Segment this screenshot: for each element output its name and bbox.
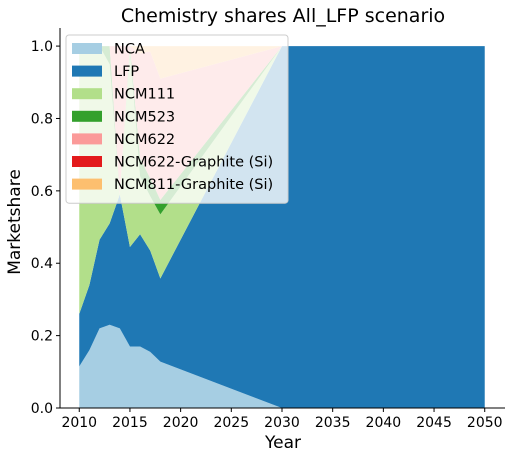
legend-label-0: NCA [114, 42, 145, 58]
legend-swatch-3 [72, 110, 102, 122]
legend-swatch-4 [72, 133, 102, 145]
x-tick-label-0: 2010 [61, 415, 97, 431]
x-tick-label-2: 2020 [163, 415, 199, 431]
x-axis-label: Year [264, 433, 301, 453]
legend-swatch-2 [72, 88, 102, 100]
y-axis-label: Marketshare [5, 169, 25, 275]
chart-title: Chemistry shares All_LFP scenario [121, 5, 445, 27]
x-tick-label-5: 2035 [315, 415, 351, 431]
legend-label-3: NCM523 [114, 109, 175, 125]
y-tick-label-4: 0.8 [31, 111, 53, 127]
x-tick-label-6: 2040 [366, 415, 402, 431]
area-series-0 [79, 324, 485, 408]
axes [59, 28, 505, 409]
legend-label-4: NCM622 [114, 132, 175, 148]
y-tick-label-1: 0.2 [31, 329, 53, 345]
legend-label-2: NCM111 [114, 87, 175, 103]
legend-box [65, 34, 289, 204]
x-tick-label-4: 2030 [264, 415, 300, 431]
legend: NCA LFP NCM111 NCM523 NCM622 NCM622-Graphite … [65, 34, 289, 204]
area-series-1 [79, 46, 485, 408]
x-tick-label-3: 2025 [213, 415, 249, 431]
legend-label-6: NCM811-Graphite (Si) [114, 177, 273, 193]
legend-label-5: NCM622-Graphite (Si) [114, 155, 273, 171]
y-tick-label-2: 0.4 [31, 256, 53, 272]
y-tick-label-0: 0.0 [31, 401, 53, 417]
legend-swatch-6 [72, 178, 102, 190]
y-ticks: 0.0 0.2 0.4 0.6 0.8 1.0 [31, 39, 60, 417]
y-tick-label-3: 0.6 [31, 184, 53, 200]
x-tick-label-7: 2045 [416, 415, 452, 431]
y-tick-label-5: 1.0 [31, 39, 53, 55]
x-ticks: 2010 2015 2020 2025 2030 2035 2040 2045 2050 [61, 408, 503, 431]
legend-label-1: LFP [114, 64, 139, 80]
legend-swatch-0 [72, 43, 102, 54]
x-tick-label-8: 2050 [467, 415, 503, 431]
legend-swatch-1 [72, 65, 102, 77]
legend-swatch-5 [72, 156, 102, 167]
x-tick-label-1: 2015 [112, 415, 148, 431]
